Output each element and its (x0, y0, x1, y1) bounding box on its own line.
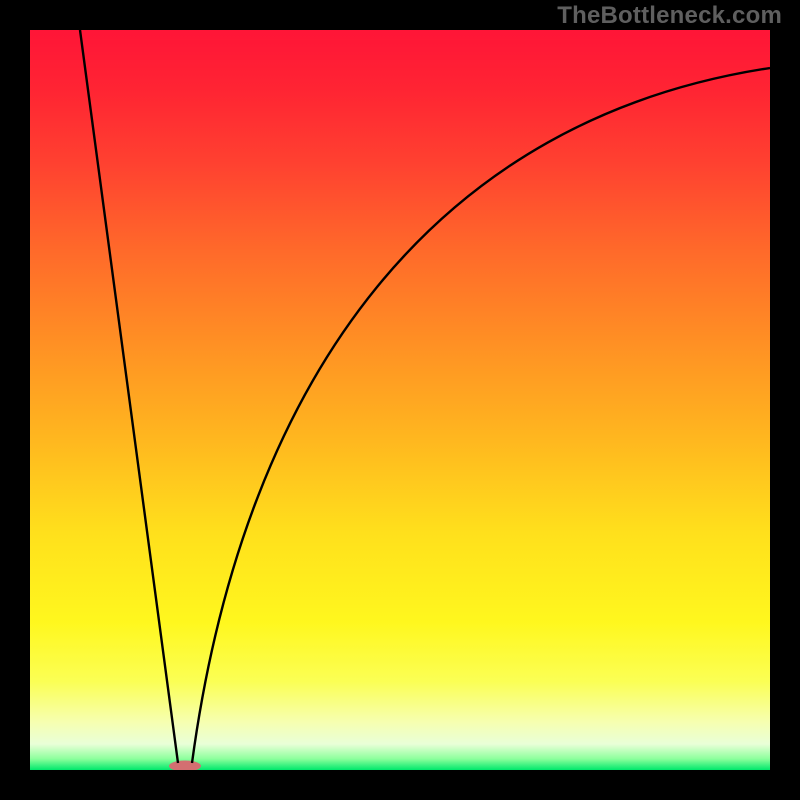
watermark-text: TheBottleneck.com (557, 2, 782, 30)
chart-container: TheBottleneck.com (0, 0, 800, 800)
bottleneck-chart (0, 0, 800, 800)
gradient-background (30, 30, 770, 770)
bottleneck-marker (169, 761, 201, 772)
